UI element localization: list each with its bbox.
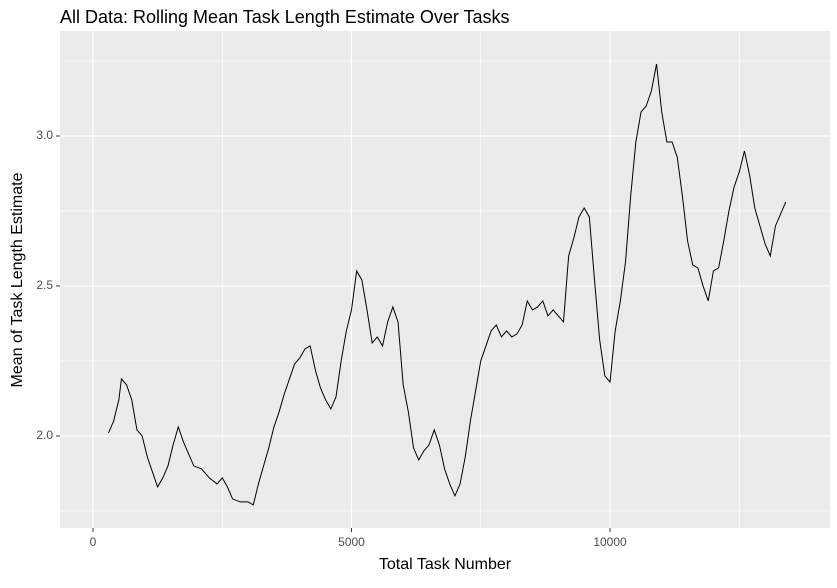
chart-title: All Data: Rolling Mean Task Length Estim… (60, 7, 510, 27)
y-tick-label: 2.0 (36, 428, 53, 442)
panel (60, 31, 830, 528)
y-tick-label: 3.0 (36, 128, 53, 142)
x-tick-label: 0 (90, 535, 97, 549)
x-axis-label: Total Task Number (379, 556, 512, 573)
y-axis-label: Mean of Task Length Estimate (9, 172, 26, 387)
x-tick-label: 5000 (338, 535, 365, 549)
x-tick-label: 10000 (593, 535, 627, 549)
y-tick-label: 2.5 (36, 278, 53, 292)
data-line (108, 63, 787, 506)
